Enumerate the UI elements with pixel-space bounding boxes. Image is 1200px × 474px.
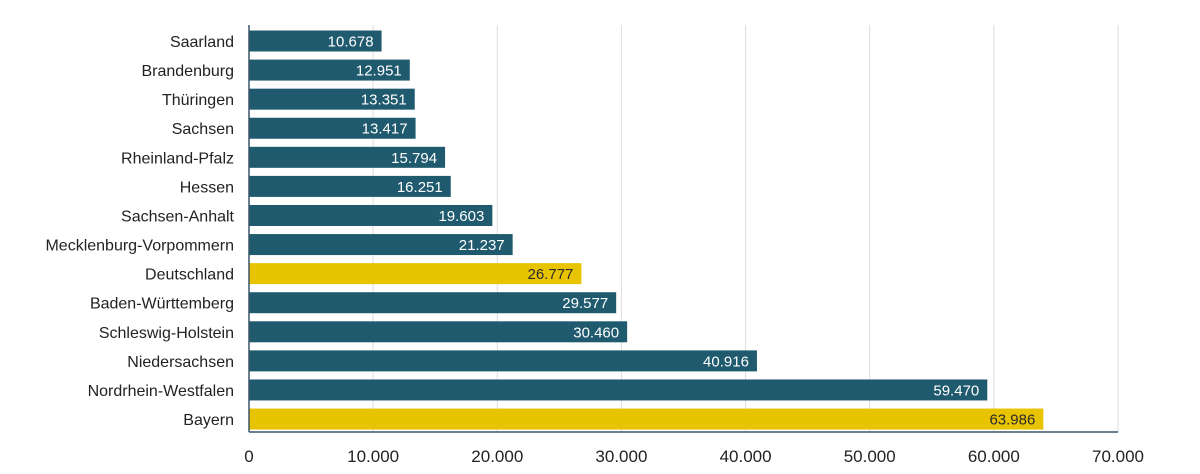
- data-label: 10.678: [328, 34, 374, 51]
- data-label: 40.916: [703, 353, 749, 370]
- data-label: 21.237: [459, 237, 505, 254]
- data-label: 29.577: [562, 295, 608, 312]
- category-label: Mecklenburg-Vorpommern: [45, 238, 234, 255]
- data-label: 13.417: [362, 121, 408, 138]
- bar-niedersachsen: [249, 350, 757, 372]
- x-tick-label: 0: [244, 447, 253, 466]
- category-label: Hessen: [180, 179, 234, 196]
- bar-saarland: [249, 30, 382, 52]
- category-label: Thüringen: [162, 92, 234, 109]
- x-tick-label: 30.000: [595, 447, 647, 466]
- bar-th-ringen: [249, 88, 415, 110]
- bar-sachsen: [249, 117, 416, 139]
- category-label: Saarland: [170, 34, 234, 51]
- x-tick-label: 60.000: [968, 447, 1020, 466]
- data-label: 15.794: [391, 150, 437, 167]
- x-tick-label: 10.000: [347, 447, 399, 466]
- category-label: Brandenburg: [141, 63, 234, 80]
- category-label: Deutschland: [145, 267, 234, 284]
- data-label: 59.470: [933, 382, 979, 399]
- bar-nordrhein-westfalen: [249, 379, 988, 401]
- x-tick-label: 50.000: [844, 447, 896, 466]
- category-label: Niedersachsen: [127, 354, 234, 371]
- data-label: 13.351: [361, 92, 407, 109]
- bar-rheinland-pfalz: [249, 146, 446, 168]
- data-label: 63.986: [989, 412, 1035, 429]
- bar-brandenburg: [249, 59, 410, 81]
- bar-baden-w-rttemberg: [249, 292, 617, 314]
- bar-bayern: [249, 408, 1044, 430]
- category-label: Bayern: [183, 412, 234, 429]
- category-label: Baden-Württemberg: [90, 296, 234, 313]
- category-label: Rheinland-Pfalz: [121, 150, 234, 167]
- data-label: 16.251: [397, 179, 443, 196]
- bar-mecklenburg-vorpommern: [249, 234, 513, 256]
- x-tick-label: 20.000: [471, 447, 523, 466]
- data-label: 12.951: [356, 63, 402, 80]
- bar-deutschland: [249, 263, 582, 285]
- bar-sachsen-anhalt: [249, 204, 493, 226]
- category-label: Schleswig-Holstein: [99, 325, 234, 342]
- data-label: 30.460: [573, 324, 619, 341]
- data-label: 19.603: [438, 208, 484, 225]
- category-label: Nordrhein-Westfalen: [88, 383, 234, 400]
- bar-schleswig-holstein: [249, 321, 628, 343]
- data-label: 26.777: [528, 266, 574, 283]
- x-tick-label: 40.000: [720, 447, 772, 466]
- bar-hessen: [249, 175, 451, 197]
- x-tick-label: 70.000: [1092, 447, 1144, 466]
- category-label: Sachsen-Anhalt: [121, 208, 235, 225]
- category-label: Sachsen: [172, 121, 234, 138]
